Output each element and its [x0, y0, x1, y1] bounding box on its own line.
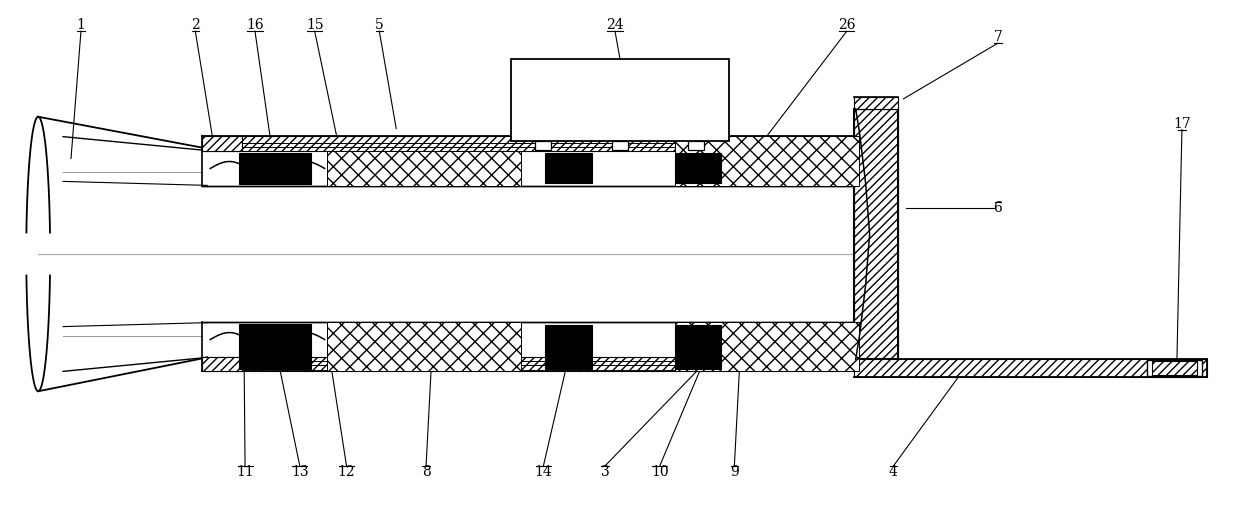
Bar	[327, 150, 520, 186]
Bar	[202, 136, 873, 150]
Bar	[535, 141, 551, 149]
Text: 7: 7	[994, 30, 1002, 44]
Bar	[545, 325, 592, 369]
Text: 10: 10	[650, 465, 669, 479]
Bar	[202, 136, 242, 150]
Text: 9: 9	[730, 465, 738, 479]
Bar	[675, 136, 859, 186]
Text: 5: 5	[375, 18, 384, 32]
Bar	[327, 322, 520, 371]
Bar	[202, 358, 873, 371]
Bar	[675, 325, 721, 369]
Bar	[239, 152, 311, 184]
Text: 16: 16	[247, 18, 264, 32]
Bar	[675, 152, 721, 183]
Bar	[202, 358, 242, 371]
Text: 3: 3	[601, 465, 610, 479]
Text: 11: 11	[237, 465, 254, 479]
Text: 1: 1	[77, 18, 85, 32]
Bar	[1152, 361, 1197, 375]
Bar	[854, 97, 898, 109]
Text: 26: 26	[838, 18, 855, 32]
Bar	[854, 360, 1207, 377]
Bar	[688, 141, 704, 149]
Bar	[510, 59, 730, 141]
Bar	[545, 152, 592, 183]
Text: 4: 4	[890, 465, 898, 479]
Text: 17: 17	[1173, 117, 1191, 131]
Bar	[612, 141, 628, 149]
Text: 14: 14	[534, 465, 553, 479]
Bar	[675, 322, 859, 371]
Bar	[854, 109, 898, 360]
Text: 8: 8	[421, 465, 430, 479]
Text: 13: 13	[291, 465, 309, 479]
Text: 12: 12	[338, 465, 356, 479]
Text: 2: 2	[191, 18, 199, 32]
Text: 15: 15	[306, 18, 323, 32]
Bar	[239, 324, 311, 369]
Text: 6: 6	[994, 201, 1002, 215]
Text: 24: 24	[606, 18, 624, 32]
Bar	[1147, 360, 1202, 376]
